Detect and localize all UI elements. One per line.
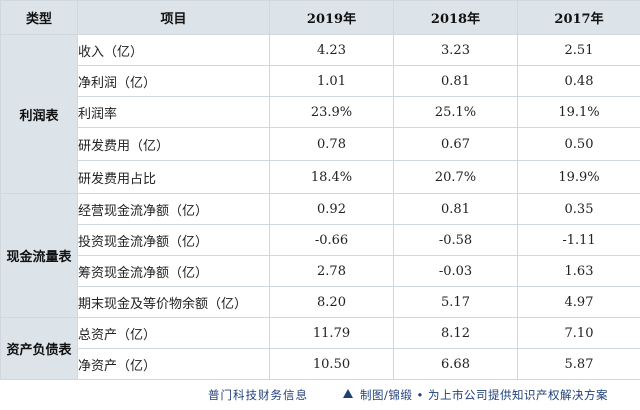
row-label: 期末现金及等价物余额（亿）: [77, 286, 270, 318]
category-cash-flow-statement: 现金流量表: [0, 193, 78, 318]
table-row: 投资现金流净额（亿） -0.66 -0.58 -1.11: [1, 224, 640, 256]
value-2018: 6.68: [393, 348, 518, 380]
value-2019: 10.50: [269, 348, 394, 380]
value-2017: 0.48: [517, 65, 640, 97]
table-row: 净资产（亿） 10.50 6.68 5.87: [1, 348, 640, 380]
value-2017: 1.63: [517, 255, 640, 287]
row-label: 净利润（亿）: [77, 65, 270, 97]
value-2018: 0.81: [393, 193, 518, 225]
value-2019: 11.79: [269, 317, 394, 349]
value-2019: 1.01: [269, 65, 394, 97]
header-item: 项目: [77, 0, 270, 35]
row-label: 净资产（亿）: [77, 348, 270, 380]
value-2018: -0.03: [393, 255, 518, 287]
category-income-statement: 利润表: [0, 34, 78, 194]
table-row: 现金流量表 经营现金流净额（亿） 0.92 0.81 0.35: [0, 193, 640, 318]
value-2017: 5.87: [517, 348, 640, 380]
row-label: 筹资现金流净额（亿）: [77, 255, 270, 287]
value-2018: 0.67: [393, 127, 518, 161]
table-row: 筹资现金流净额（亿） 2.78 -0.03 1.63: [1, 255, 640, 287]
value-2017: 0.50: [517, 127, 640, 161]
row-label: 总资产（亿）: [77, 317, 270, 349]
table-row: 研发费用（亿） 0.78 0.67 0.50: [1, 127, 640, 161]
value-2017: 0.35: [517, 193, 640, 225]
triangle-icon: [343, 389, 353, 398]
table-row: 期末现金及等价物余额（亿） 8.20 5.17 4.97: [1, 286, 640, 318]
value-2019: 23.9%: [269, 96, 394, 128]
value-2018: 3.23: [393, 34, 518, 66]
value-2019: 2.78: [269, 255, 394, 287]
value-2017: 2.51: [517, 34, 640, 66]
footer-credit: 制图/锦缎 • 为上市公司提供知识产权解决方案: [360, 388, 608, 402]
value-2019: -0.66: [269, 224, 394, 256]
value-2018: 8.12: [393, 317, 518, 349]
header-2017: 2017年: [517, 0, 640, 35]
row-label: 经营现金流净额（亿）: [77, 193, 270, 225]
value-2017: 7.10: [517, 317, 640, 349]
footer: 普门科技财务信息 制图/锦缎 • 为上市公司提供知识产权解决方案: [0, 379, 640, 410]
header-2018: 2018年: [393, 0, 518, 35]
value-2019: 0.78: [269, 127, 394, 161]
value-2018: 25.1%: [393, 96, 518, 128]
value-2017: 4.97: [517, 286, 640, 318]
financial-table: 类型 项目 2019年 2018年 2017年 利润表 收入（亿） 4.23 3…: [0, 0, 640, 380]
table-row: 利润表 收入（亿） 4.23 3.23 2.51: [0, 34, 640, 194]
value-2019: 0.92: [269, 193, 394, 225]
row-label: 研发费用（亿）: [77, 127, 270, 161]
table-row: 利润率 23.9% 25.1% 19.1%: [1, 96, 640, 128]
value-2017: 19.1%: [517, 96, 640, 128]
table-row: 研发费用占比 18.4% 20.7% 19.9%: [1, 160, 640, 194]
value-2018: 5.17: [393, 286, 518, 318]
table-row: 净利润（亿） 1.01 0.81 0.48: [1, 65, 640, 97]
value-2019: 4.23: [269, 34, 394, 66]
value-2017: -1.11: [517, 224, 640, 256]
value-2019: 18.4%: [269, 160, 394, 194]
row-label: 利润率: [77, 96, 270, 128]
value-2018: 0.81: [393, 65, 518, 97]
table-row: 资产负债表 总资产（亿） 11.79 8.12 7.10: [0, 317, 640, 380]
row-label: 收入（亿）: [77, 34, 270, 66]
value-2017: 19.9%: [517, 160, 640, 194]
category-balance-sheet: 资产负债表: [0, 317, 78, 380]
value-2018: -0.58: [393, 224, 518, 256]
row-label: 研发费用占比: [77, 160, 270, 194]
value-2019: 8.20: [269, 286, 394, 318]
footer-brand: 普门科技财务信息: [208, 388, 308, 402]
table-header-row: 类型 项目 2019年 2018年 2017年: [0, 0, 640, 35]
header-2019: 2019年: [269, 0, 394, 35]
header-type: 类型: [0, 0, 78, 35]
value-2018: 20.7%: [393, 160, 518, 194]
row-label: 投资现金流净额（亿）: [77, 224, 270, 256]
